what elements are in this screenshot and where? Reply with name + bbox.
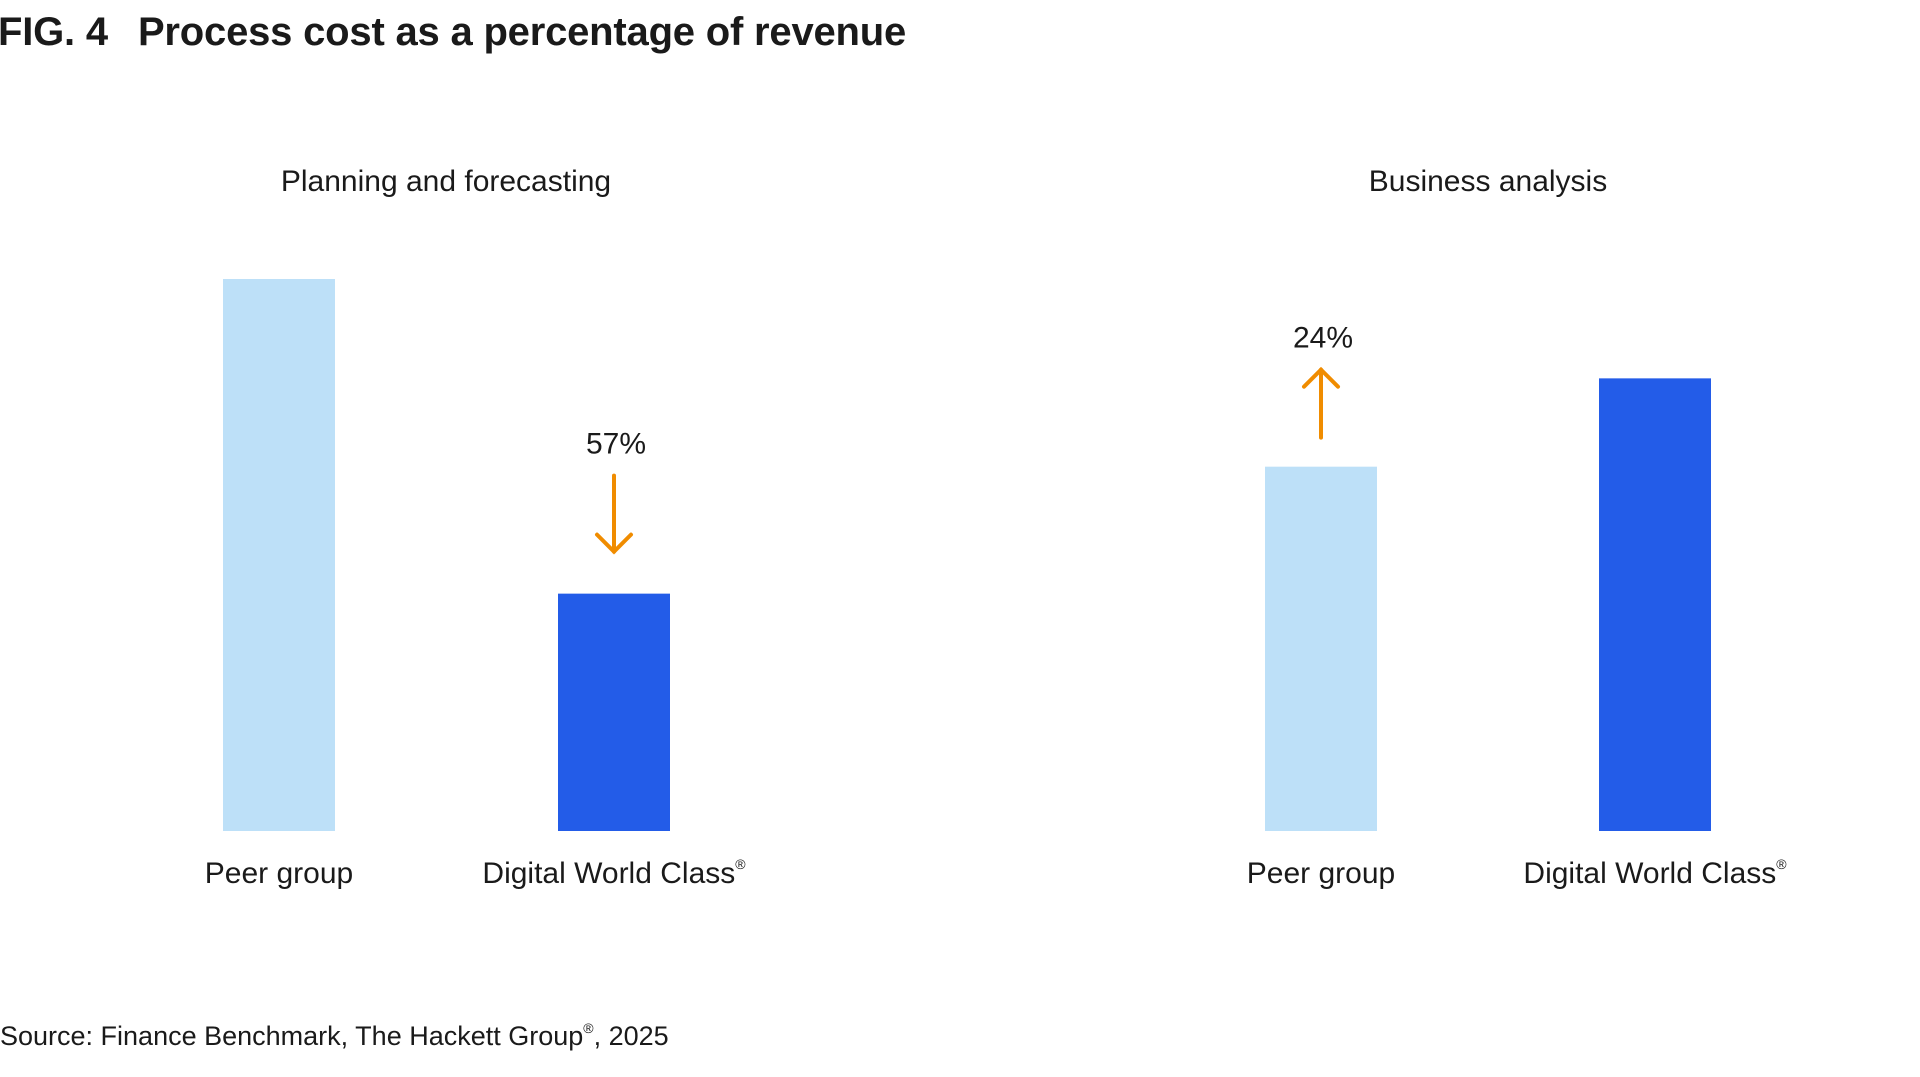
bar-peer-group bbox=[223, 279, 335, 831]
source-registered-mark: ® bbox=[583, 1020, 594, 1036]
arrow-down-icon bbox=[595, 473, 633, 555]
figure-title-text: Process cost as a percentage of revenue bbox=[137, 10, 907, 54]
panel-title: Planning and forecasting bbox=[281, 165, 611, 198]
panel-title: Business analysis bbox=[1369, 165, 1607, 198]
chart-panel-2: Business analysis Peer group Digital World… bbox=[1247, 165, 1787, 890]
bar-peer-group bbox=[1265, 466, 1377, 831]
arrow-head bbox=[1302, 366, 1340, 389]
arrow-head bbox=[595, 532, 633, 555]
chart-panel-1: Planning and forecasting Peer group Digita… bbox=[205, 165, 746, 890]
source-note: Source: Finance Benchmark, The Hackett G… bbox=[0, 1020, 669, 1052]
delta-label: 57% bbox=[586, 428, 646, 461]
bar-digital-world-class bbox=[1599, 378, 1711, 831]
figure-title: FIG. 4 Process cost as a percentage of re… bbox=[0, 10, 906, 55]
source-year: , 2025 bbox=[593, 1021, 669, 1051]
source-text: Source: Finance Benchmark, The Hackett G… bbox=[0, 1021, 584, 1051]
category-label: Peer group bbox=[1247, 857, 1395, 890]
category-label: Digital World Class® bbox=[1523, 856, 1787, 890]
figure-number: FIG. 4 bbox=[0, 10, 108, 54]
arrow-up-icon bbox=[1302, 366, 1340, 440]
bar-digital-world-class bbox=[558, 593, 670, 831]
category-label: Digital World Class® bbox=[482, 856, 746, 890]
category-label: Peer group bbox=[205, 857, 353, 890]
delta-label: 24% bbox=[1293, 322, 1353, 355]
